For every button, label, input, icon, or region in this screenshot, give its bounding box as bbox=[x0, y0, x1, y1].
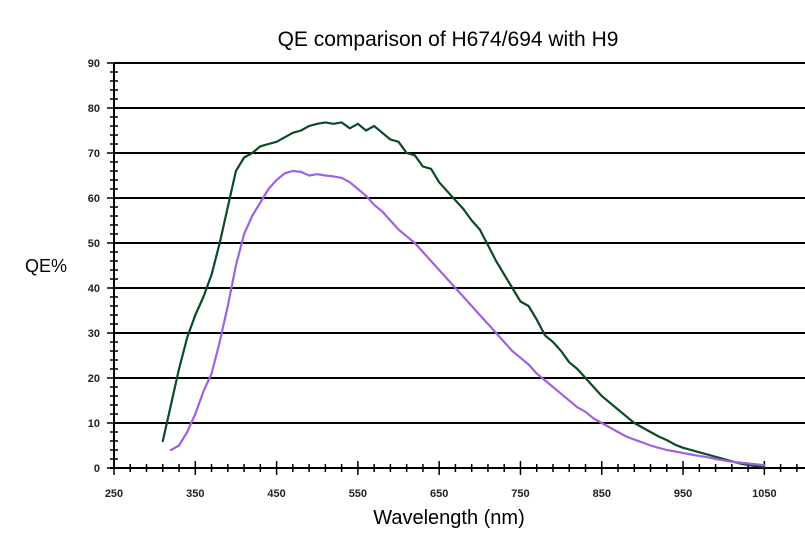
axes bbox=[110, 63, 805, 469]
x-tick-label-850: 850 bbox=[593, 488, 611, 500]
y-tick-label-50: 50 bbox=[88, 238, 100, 250]
x-axis-label: Wavelength (nm) bbox=[373, 507, 525, 529]
y-tick-label-70: 70 bbox=[88, 148, 100, 160]
x-tick-label-750: 750 bbox=[511, 488, 529, 500]
y-tick-label-80: 80 bbox=[88, 103, 100, 115]
x-tick-label-250: 250 bbox=[105, 488, 123, 500]
series-line-h9 bbox=[169, 169, 766, 467]
y-axis-label: QE% bbox=[25, 256, 67, 276]
tick-marks bbox=[107, 62, 798, 475]
y-tick-label-10: 10 bbox=[88, 418, 100, 430]
chart-title: QE comparison of H674/694 with H9 bbox=[278, 28, 619, 51]
x-tick-label-550: 550 bbox=[349, 488, 367, 500]
y-tick-label-90: 90 bbox=[88, 58, 100, 70]
y-tick-label-20: 20 bbox=[88, 373, 100, 385]
x-tick-label-1050: 1050 bbox=[752, 488, 776, 500]
y-tick-label-30: 30 bbox=[88, 328, 100, 340]
tick-labels: 0 10 20 30 40 50 60 70 80 90 250 350 450 550 650 750 850… bbox=[88, 58, 777, 500]
x-tick-label-950: 950 bbox=[674, 488, 692, 500]
x-tick-label-350: 350 bbox=[186, 488, 204, 500]
data-series bbox=[161, 121, 766, 469]
series-line-h674-694 bbox=[161, 121, 766, 469]
y-tick-label-60: 60 bbox=[88, 193, 100, 205]
grid-lines bbox=[114, 62, 805, 424]
x-tick-label-650: 650 bbox=[430, 488, 448, 500]
x-tick-label-450: 450 bbox=[267, 488, 285, 500]
y-tick-label-40: 40 bbox=[88, 283, 100, 295]
y-tick-label-0: 0 bbox=[94, 463, 100, 475]
